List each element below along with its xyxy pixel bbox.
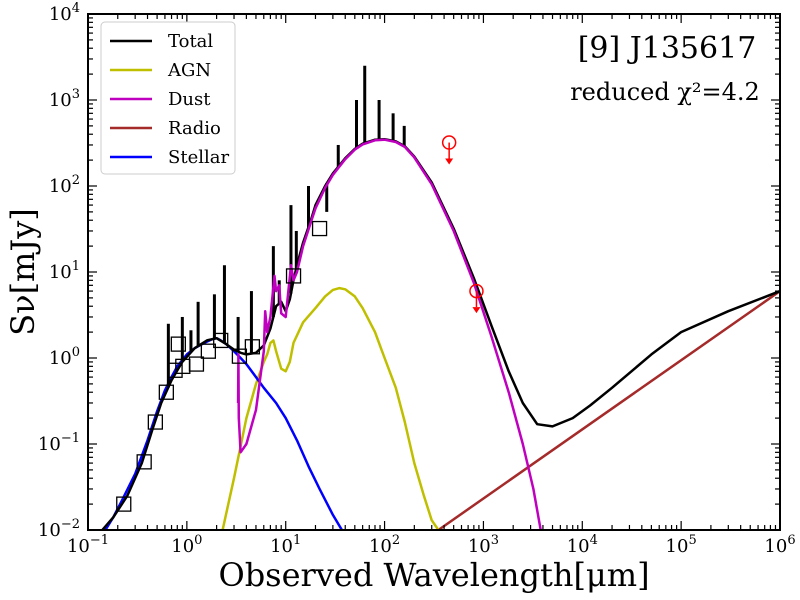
x-tick-label: 101 bbox=[270, 533, 301, 557]
series-line-radio bbox=[437, 290, 780, 530]
y-tick-label: 10−1 bbox=[38, 431, 80, 455]
svg-text:Stellar: Stellar bbox=[168, 147, 229, 168]
photometry-point bbox=[170, 336, 186, 352]
y-tick-label: 102 bbox=[49, 173, 80, 197]
y-axis-label: Sν[mJy] bbox=[4, 208, 42, 336]
upper-limit-marker bbox=[441, 135, 457, 165]
svg-text:Total: Total bbox=[168, 31, 213, 52]
series-line-stellar bbox=[104, 336, 343, 530]
legend-entry-dust: Dust bbox=[110, 89, 211, 110]
chart-title: [9] J135617 bbox=[578, 31, 757, 66]
svg-text:Radio: Radio bbox=[168, 118, 221, 139]
photometry-point bbox=[200, 343, 217, 359]
tick-labels: 10−1 100 101 102 103 104 105 10610−210−11001011… bbox=[38, 1, 796, 557]
x-tick-label: 100 bbox=[171, 533, 202, 557]
series-line-dust bbox=[236, 138, 542, 530]
photometry-point bbox=[285, 268, 302, 284]
legend: Total AGN Dust Radio Stellar bbox=[100, 21, 236, 175]
chi-text: reduced χ²=4.2 bbox=[570, 78, 760, 106]
y-tick-label: 10−2 bbox=[38, 517, 80, 541]
x-tick-label: 10−1 bbox=[67, 533, 109, 557]
photometry-point bbox=[231, 348, 248, 364]
photometry-point bbox=[311, 220, 328, 237]
photometry-point bbox=[158, 384, 174, 400]
photometry-point bbox=[167, 362, 183, 378]
legend-frame bbox=[100, 21, 236, 175]
upper-limit-marker bbox=[469, 283, 484, 314]
x-tick-label: 102 bbox=[369, 533, 400, 557]
x-tick-label: 105 bbox=[666, 533, 697, 557]
x-tick-label: 103 bbox=[468, 533, 499, 557]
y-tick-label: 100 bbox=[49, 345, 80, 369]
series-line-total bbox=[101, 137, 780, 530]
series-line-agn bbox=[221, 286, 440, 530]
x-tick-label: 106 bbox=[764, 533, 795, 557]
y-tick-label: 104 bbox=[49, 1, 80, 25]
ticks-layer bbox=[87, 13, 781, 531]
svg-text:Dust: Dust bbox=[168, 89, 211, 110]
photometry-point bbox=[244, 339, 261, 355]
svg-text:AGN: AGN bbox=[167, 60, 211, 81]
photometry-point bbox=[213, 332, 229, 349]
photometry-point bbox=[188, 356, 205, 372]
legend-entry-stellar: Stellar bbox=[110, 147, 229, 168]
x-tick-label: 104 bbox=[567, 533, 598, 557]
y-tick-label: 101 bbox=[49, 259, 80, 283]
photometry-point bbox=[116, 496, 132, 512]
x-axis-label: Observed Wavelength[μm] bbox=[218, 556, 649, 594]
marker-layer bbox=[116, 135, 484, 512]
photometry-point bbox=[147, 414, 163, 430]
legend-entry-agn: AGN bbox=[110, 60, 211, 81]
photometry-point bbox=[136, 454, 152, 470]
legend-entry-total: Total bbox=[110, 31, 213, 52]
legend-entry-radio: Radio bbox=[110, 118, 221, 139]
y-tick-label: 103 bbox=[49, 87, 80, 111]
chi-squared-annotation: reduced χ²=4.2 bbox=[570, 78, 760, 106]
